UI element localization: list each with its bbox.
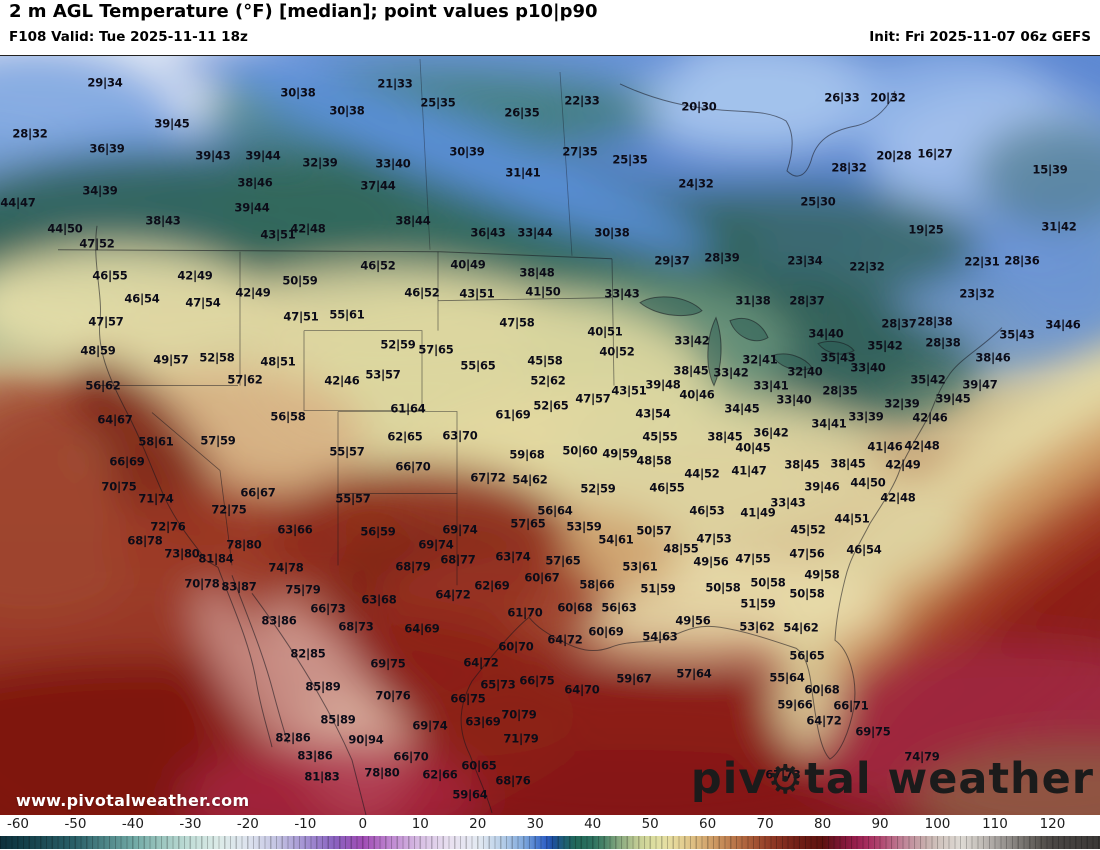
colorbar-tick-label: 40 xyxy=(584,816,602,832)
colorbar-tick-label: -30 xyxy=(179,816,202,832)
colorbar-tick-label: 20 xyxy=(469,816,487,832)
colorbar-tick-labels: -60 -50 -40 -30 -20 -10 0 10 20 30 40 50 60 70 80 90 100… xyxy=(0,815,1100,835)
colorbar-tick-label: 70 xyxy=(756,816,774,832)
init-time-label: Init: Fri 2025-11-07 06z GEFS xyxy=(869,29,1091,45)
brand-watermark: piv⚙tal weather xyxy=(691,756,1094,803)
url-watermark: www.pivotalweather.com xyxy=(16,791,250,810)
temperature-field xyxy=(0,56,1100,815)
colorbar-tick-label: 100 xyxy=(924,816,951,832)
colorbar-area: -60 -50 -40 -30 -20 -10 0 10 20 30 40 50 60 70 80 90 100… xyxy=(0,815,1100,850)
colorbar-tick-label: 30 xyxy=(526,816,544,832)
colorbar-tick-label: 60 xyxy=(699,816,717,832)
colorbar-tick-label: 50 xyxy=(641,816,659,832)
colorbar-tick-label: -60 xyxy=(6,816,30,832)
colorbar-tick-label: 10 xyxy=(411,816,429,832)
colorbar-tick-label: 90 xyxy=(871,816,889,832)
brand-text-post: tal weather xyxy=(804,754,1094,804)
colorbar-tick-label: 120 xyxy=(1039,816,1066,832)
valid-time-label: F108 Valid: Tue 2025-11-11 18z xyxy=(9,29,248,45)
colorbar-tick-label: 0 xyxy=(358,816,368,832)
colorbar-tick-label: -20 xyxy=(236,816,259,832)
temperature-map: 29|34 39|45 28|32 36|39 39|43 39|44 38|46 34|39… xyxy=(0,55,1100,815)
page-title: 2 m AGL Temperature (°F) [median]; point… xyxy=(9,1,598,22)
temperature-blobs xyxy=(0,56,1100,815)
brand-text-pre: piv xyxy=(690,754,768,804)
map-header: 2 m AGL Temperature (°F) [median]; point… xyxy=(0,0,1100,55)
colorbar-tick-label: -40 xyxy=(121,816,144,832)
gear-icon: ⚙ xyxy=(767,757,805,803)
boundary-lines xyxy=(57,58,1003,815)
colorbar-gradient xyxy=(0,836,1100,849)
colorbar-tick-label: 110 xyxy=(982,816,1008,832)
colorbar-tick-label: -10 xyxy=(294,816,317,832)
colorbar-tick-label: -50 xyxy=(64,816,87,832)
colorbar-tick-label: 80 xyxy=(813,816,832,832)
